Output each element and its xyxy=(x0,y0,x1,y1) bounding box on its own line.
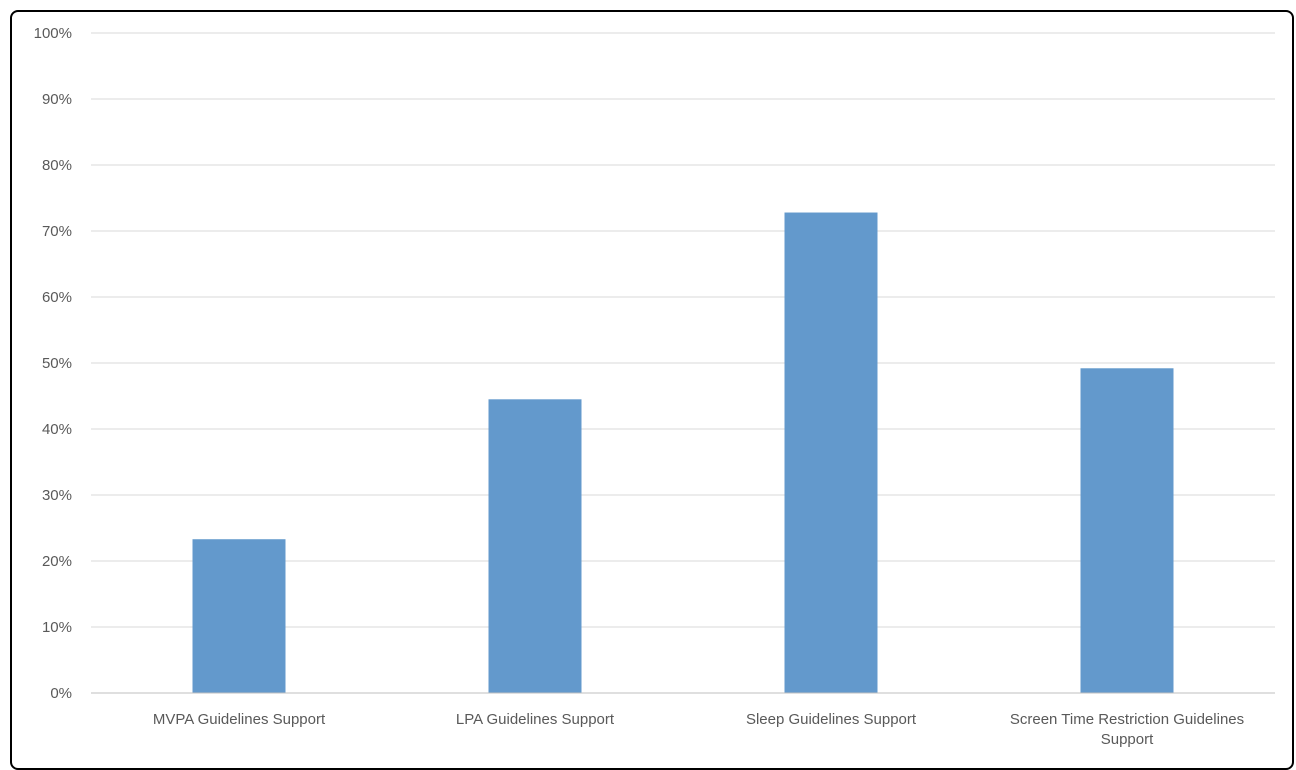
y-tick-label: 50% xyxy=(42,355,72,372)
y-tick-label: 40% xyxy=(42,421,72,438)
y-tick-label: 60% xyxy=(42,289,72,306)
bar xyxy=(488,399,582,693)
bars xyxy=(192,212,1174,693)
x-axis-category-labels: MVPA Guidelines Support LPA Guidelines Su… xyxy=(153,711,1244,748)
y-tick-label: 70% xyxy=(42,223,72,240)
gridlines xyxy=(91,32,1275,628)
y-tick-label: 30% xyxy=(42,487,72,504)
y-tick-label: 0% xyxy=(50,685,72,702)
bar xyxy=(1080,368,1174,693)
bar xyxy=(192,539,286,693)
y-tick-label: 10% xyxy=(42,619,72,636)
y-tick-label: 80% xyxy=(42,157,72,174)
y-tick-label: 90% xyxy=(42,91,72,108)
x-tick-label: LPA Guidelines Support xyxy=(456,711,615,728)
x-tick-label: MVPA Guidelines Support xyxy=(153,711,326,728)
bar-chart: 0% 10% 20% 30% 40% 50% 60% 70% 80% 90% 100% MVPA G… xyxy=(34,25,1275,748)
y-tick-label: 20% xyxy=(42,553,72,570)
y-tick-label: 100% xyxy=(34,25,72,42)
x-tick-label: Screen Time Restriction Guidelines Suppor… xyxy=(1010,711,1244,748)
x-tick-label: Sleep Guidelines Support xyxy=(746,711,917,728)
bar xyxy=(784,212,878,693)
y-axis-tick-labels: 0% 10% 20% 30% 40% 50% 60% 70% 80% 90% 100% xyxy=(34,25,72,702)
